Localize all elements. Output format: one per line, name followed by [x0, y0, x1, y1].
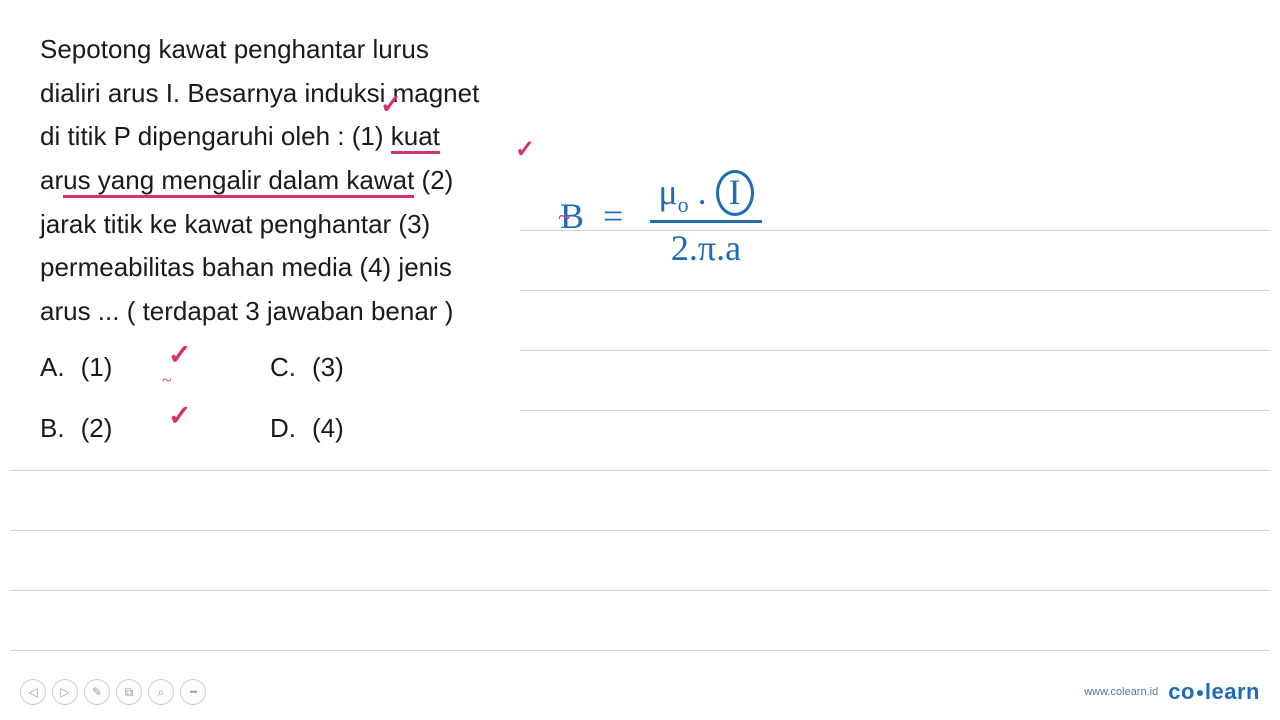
option-a-value: (1) — [81, 352, 113, 383]
brand-co: co — [1168, 679, 1195, 704]
option-a-letter: A. — [40, 352, 65, 383]
option-d-value: (4) — [312, 413, 344, 444]
formula-numerator: μo . I — [650, 170, 761, 223]
q-line-5: jarak titik ke kawat penghantar (3) — [40, 203, 580, 247]
ruled-line — [10, 530, 1270, 590]
q-line-2: dialiri arus I. Besarnya induksi magnet — [40, 72, 580, 116]
q-line-6: permeabilitas bahan media (4) jenis — [40, 246, 580, 290]
q-kuat-underlined: kuat — [391, 121, 440, 154]
option-c-value: (3) — [312, 352, 344, 383]
option-d-letter: D. — [270, 413, 296, 444]
q-line-7: arus ... ( terdapat 3 jawaban benar ) — [40, 290, 580, 334]
q-line-3a: di titik P dipengaruhi oleh : (1) — [40, 121, 391, 151]
option-b[interactable]: B. (2) ✓ — [40, 413, 270, 444]
ruled-line — [520, 410, 1270, 470]
q-arus-underlined: us yang mengalir dalam kawat — [63, 165, 414, 198]
brand-logo: colearn — [1168, 679, 1260, 705]
ruled-line — [520, 350, 1270, 410]
ruled-lines-right — [520, 230, 1270, 470]
footer: ◁ ▷ ✎ ⧉ ⌕ ••• www.colearn.id colearn — [0, 674, 1280, 710]
question-text: Sepotong kawat penghantar lurus dialiri … — [40, 28, 580, 334]
more-button[interactable]: ••• — [180, 679, 206, 705]
q-line-1: Sepotong kawat penghantar lurus — [40, 28, 580, 72]
formula-mu: μ — [658, 172, 677, 212]
next-button[interactable]: ▷ — [52, 679, 78, 705]
option-d[interactable]: D. (4) — [270, 413, 500, 444]
q-line-4c: (2) — [414, 165, 453, 195]
zoom-button[interactable]: ⌕ — [148, 679, 174, 705]
q-line-3: di titik P dipengaruhi oleh : (1) kuat — [40, 115, 580, 159]
q-line-4: arus yang mengalir dalam kawat (2) — [40, 159, 580, 203]
formula-dot: . — [698, 172, 707, 212]
option-c[interactable]: C. (3) — [270, 352, 500, 383]
formula-I-circled: I — [716, 170, 754, 216]
ruled-line — [10, 590, 1270, 650]
copy-button[interactable]: ⧉ — [116, 679, 142, 705]
brand-learn: learn — [1205, 679, 1260, 704]
ruled-line — [10, 470, 1270, 530]
formula-zero: o — [678, 192, 689, 217]
check-icon: ✓ — [168, 338, 191, 372]
pen-button[interactable]: ✎ — [84, 679, 110, 705]
check-icon: ✓ — [168, 399, 191, 433]
dot-icon — [1197, 690, 1203, 696]
q-line-4a: ar — [40, 165, 63, 195]
option-b-value: (2) — [81, 413, 113, 444]
option-b-letter: B. — [40, 413, 65, 444]
brand: www.colearn.id colearn — [1084, 679, 1260, 705]
ruled-line — [520, 230, 1270, 290]
ruled-line — [520, 290, 1270, 350]
prev-button[interactable]: ◁ — [20, 679, 46, 705]
toolbar: ◁ ▷ ✎ ⧉ ⌕ ••• — [20, 679, 206, 705]
brand-url: www.colearn.id — [1084, 686, 1158, 698]
option-a[interactable]: A. (1) ✓ — [40, 352, 270, 383]
option-c-letter: C. — [270, 352, 296, 383]
